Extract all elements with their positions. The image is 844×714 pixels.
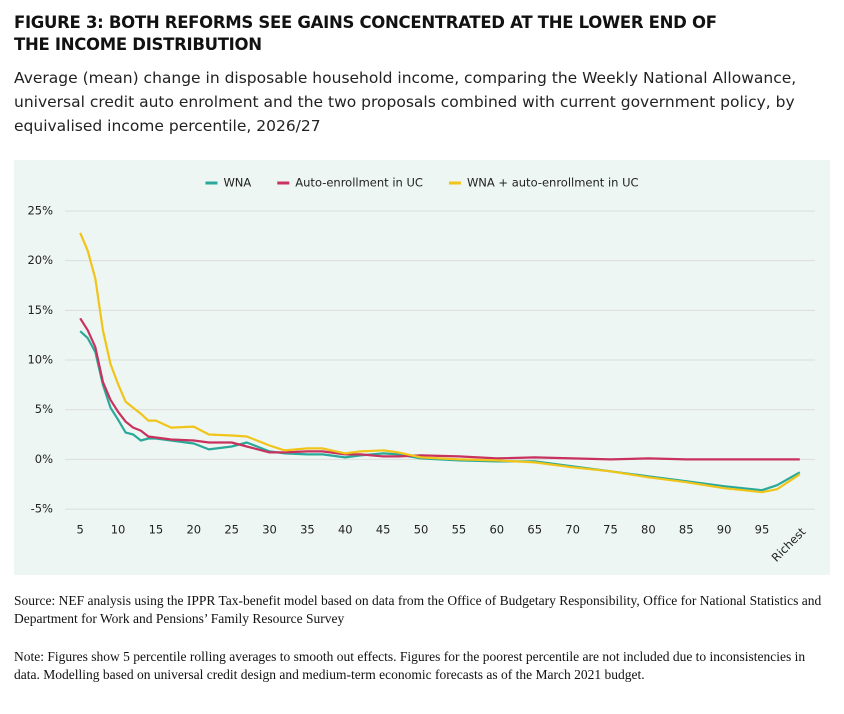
source-note: Source: NEF analysis using the IPPR Tax-… bbox=[14, 593, 822, 626]
legend-label: WNA bbox=[223, 176, 251, 190]
y-tick-label: -5% bbox=[31, 502, 53, 516]
x-tick-label: 80 bbox=[641, 523, 656, 537]
chart: -5% 0% 5% 10% 15% 20% 25% 5 10 15 20 25 30 35 40 45 50 55… bbox=[27, 176, 815, 565]
x-tick-label: 40 bbox=[338, 523, 353, 537]
x-tick-label: 20 bbox=[186, 523, 201, 537]
chart-panel bbox=[14, 160, 830, 575]
chart-title: FIGURE 3: BOTH REFORMS SEE GAINS CONCENT… bbox=[14, 13, 717, 54]
x-tick-label: 45 bbox=[376, 523, 391, 537]
x-tick-label: 50 bbox=[414, 523, 429, 537]
y-tick-label: 5% bbox=[35, 402, 53, 416]
x-tick-label: 65 bbox=[527, 523, 542, 537]
y-tick-label: 0% bbox=[35, 452, 53, 466]
series-line bbox=[79, 330, 801, 492]
x-tick-label: 35 bbox=[300, 523, 315, 537]
x-tick-label: 30 bbox=[262, 523, 277, 537]
legend-label: WNA + auto-enrollment in UC bbox=[467, 176, 639, 190]
x-tick-label: 60 bbox=[489, 523, 504, 537]
footnote: Note: Figures show 5 percentile rolling … bbox=[14, 649, 806, 682]
x-tick-label: 25 bbox=[224, 523, 239, 537]
legend-label: Auto-enrollment in UC bbox=[295, 176, 423, 190]
series-line bbox=[79, 232, 801, 494]
x-tick-label: 15 bbox=[149, 523, 164, 537]
y-tick-label: 15% bbox=[27, 303, 53, 317]
x-tick-label: 75 bbox=[603, 523, 618, 537]
y-tick-label: 25% bbox=[27, 203, 53, 217]
x-tick-label: Richest bbox=[769, 524, 809, 564]
x-tick-label: 95 bbox=[755, 523, 770, 537]
x-tick-label: 85 bbox=[679, 523, 694, 537]
x-tick-label: 10 bbox=[111, 523, 126, 537]
y-tick-label: 20% bbox=[27, 253, 53, 267]
x-tick-label: 5 bbox=[76, 523, 83, 537]
x-tick-label: 70 bbox=[565, 523, 580, 537]
chart-subtitle: Average (mean) change in disposable hous… bbox=[14, 69, 797, 135]
x-tick-label: 90 bbox=[717, 523, 732, 537]
y-tick-label: 10% bbox=[27, 353, 53, 367]
x-tick-label: 55 bbox=[452, 523, 467, 537]
series-line bbox=[79, 317, 800, 461]
